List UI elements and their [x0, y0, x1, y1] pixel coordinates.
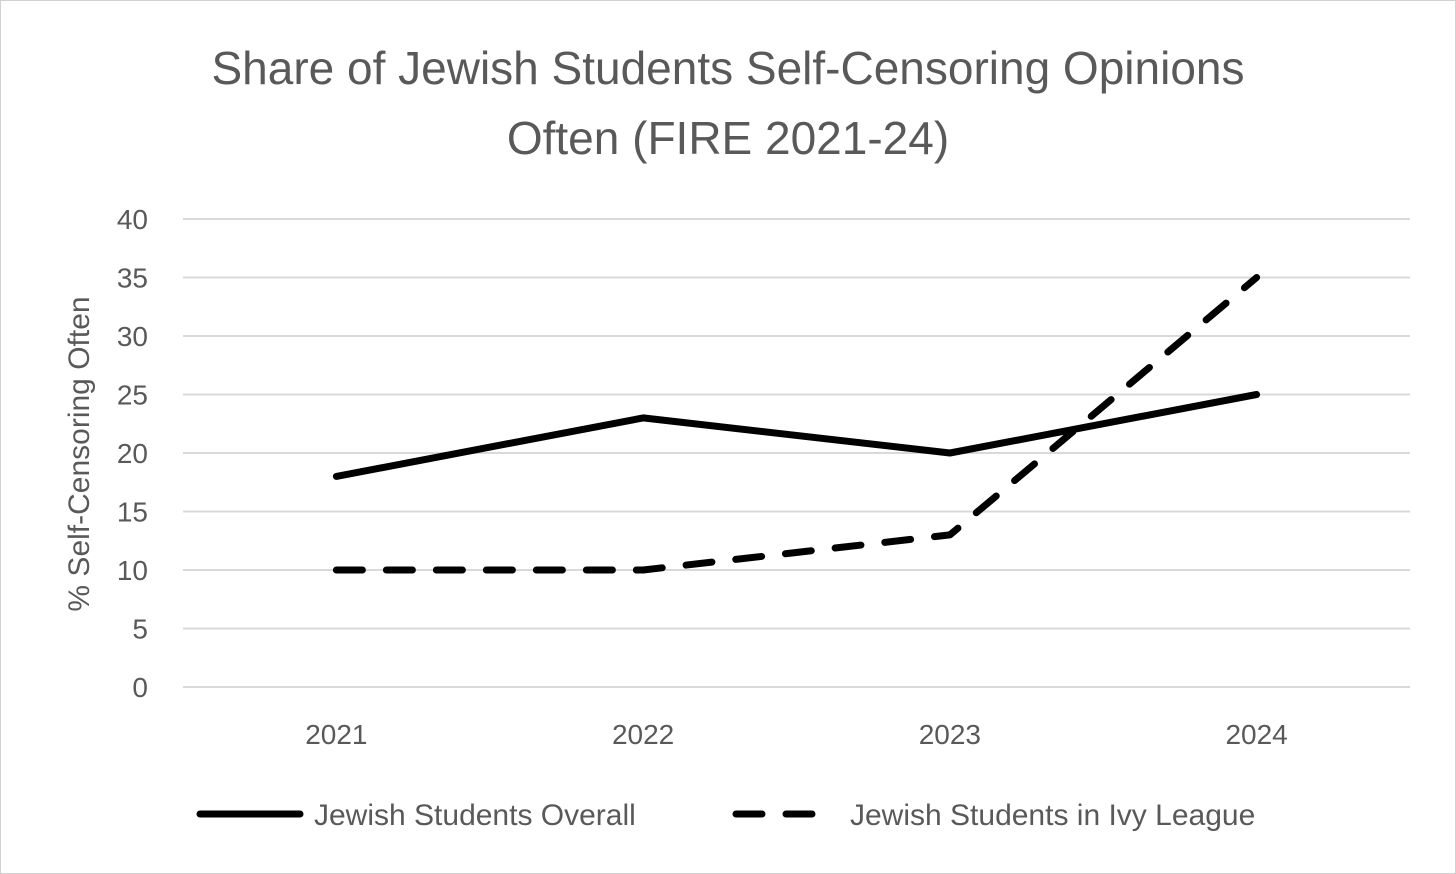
gridlines [183, 218, 1410, 688]
x-tick-label-2022: 2022 [612, 719, 674, 750]
chart-title: Share of Jewish Students Self-Censoring … [211, 42, 1244, 164]
legend-label-2: Jewish Students in Ivy League [850, 799, 1255, 832]
y-tick-label-35: 35 [117, 263, 148, 294]
x-tick-label-2023: 2023 [919, 719, 981, 750]
series-lines [332, 274, 1261, 574]
x-tick-label-2021: 2021 [305, 719, 367, 750]
x-tick-label-2024: 2024 [1225, 719, 1287, 750]
legend-label-1: Jewish Students Overall [314, 799, 636, 832]
series-line-2 [332, 274, 1261, 574]
legend: Jewish Students Overall Jewish Students i… [196, 799, 1255, 832]
y-tick-label-10: 10 [117, 555, 148, 586]
y-tick-label-0: 0 [132, 672, 148, 703]
y-axis-tick-labels: 0 5 10 15 20 25 30 35 40 [117, 204, 148, 703]
y-tick-label-5: 5 [132, 614, 148, 645]
x-axis-tick-labels: 2021 2022 2023 2024 [305, 719, 1288, 750]
y-axis-title: % Self-Censoring Often [63, 296, 96, 611]
chart-title-line-1: Share of Jewish Students Self-Censoring … [211, 42, 1244, 94]
y-tick-label-20: 20 [117, 438, 148, 469]
y-tick-label-25: 25 [117, 380, 148, 411]
y-tick-label-40: 40 [117, 204, 148, 235]
series-line-1 [332, 391, 1261, 480]
chart-title-line-2: Often (FIRE 2021-24) [507, 112, 949, 164]
y-tick-label-15: 15 [117, 497, 148, 528]
y-tick-label-30: 30 [117, 321, 148, 352]
